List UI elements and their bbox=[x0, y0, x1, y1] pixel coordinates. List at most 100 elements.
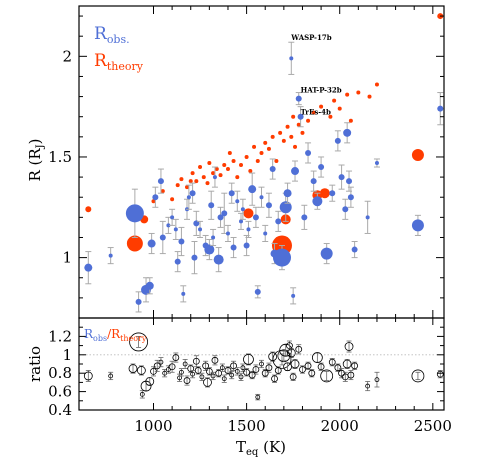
obs-point-53 bbox=[295, 92, 302, 106]
planet-annotations: WASP-17b HAT-P-32b TrEs-4b bbox=[290, 33, 341, 116]
obs-point-1 bbox=[107, 247, 114, 265]
theory-point-49 bbox=[319, 104, 324, 109]
obs-point-25 bbox=[210, 228, 217, 247]
radius-axis-ticks: 11.52 bbox=[48, 6, 444, 319]
obs-point-52 bbox=[291, 160, 300, 182]
theory-point-31 bbox=[259, 150, 264, 155]
obs-point-35 bbox=[239, 198, 246, 220]
ratio-point-1 bbox=[108, 371, 114, 381]
obs-point-29 bbox=[221, 192, 228, 234]
obs-point-28 bbox=[217, 206, 224, 228]
ratio-point-58 bbox=[299, 365, 306, 374]
ratio-point-36 bbox=[238, 372, 244, 381]
ratio-point-30 bbox=[219, 363, 225, 372]
theory-point-1 bbox=[126, 235, 143, 252]
obs-point-43 bbox=[265, 192, 272, 218]
ratio-point-29 bbox=[215, 369, 223, 378]
obs-point-51 bbox=[290, 287, 297, 305]
obs-point-24 bbox=[208, 190, 215, 220]
obs-point-47 bbox=[272, 245, 291, 271]
radius-ytick-label-0: 1 bbox=[62, 249, 72, 267]
obs-point-7 bbox=[152, 186, 159, 208]
ratio-point-26 bbox=[205, 367, 213, 376]
ratio-point-60 bbox=[308, 369, 316, 378]
ratio-point-54 bbox=[286, 347, 296, 358]
xtick-label-1: 1500 bbox=[228, 417, 266, 435]
ratio-point-23 bbox=[199, 372, 205, 381]
ratio-point-52 bbox=[283, 362, 292, 372]
obs-point-9 bbox=[159, 220, 166, 255]
obs-point-68 bbox=[351, 241, 358, 259]
ratio-point-27 bbox=[210, 371, 216, 381]
obs-point-70 bbox=[373, 158, 380, 168]
xtick-label-2: 2000 bbox=[321, 417, 359, 435]
ratio-point-70 bbox=[347, 370, 355, 381]
obs-point-14 bbox=[178, 226, 185, 257]
ratio-ytick-label-2: 0.8 bbox=[48, 364, 72, 382]
obs-point-56 bbox=[305, 142, 312, 164]
obs-point-19 bbox=[191, 241, 198, 275]
obs-point-44 bbox=[269, 158, 276, 180]
obs-point-31 bbox=[228, 182, 235, 204]
legend-robs: Robs. bbox=[94, 24, 130, 46]
ratio-point-13 bbox=[168, 360, 176, 373]
radius-ytick-label-1: 1.5 bbox=[48, 148, 72, 166]
ratio-point-57 bbox=[295, 344, 303, 355]
theory-point-17 bbox=[211, 171, 216, 176]
theory-point-59 bbox=[411, 148, 424, 161]
ratio-point-34 bbox=[230, 360, 237, 371]
ratio-panel: 0.40.60.811.2 1000 1500 2000 2500 Robs/Rtheo… bbox=[26, 317, 452, 458]
obs-point-63 bbox=[338, 164, 345, 190]
theory-point-21 bbox=[225, 167, 230, 172]
theory-point-22 bbox=[227, 150, 232, 155]
ratio-point-20 bbox=[190, 370, 196, 379]
obs-point-61 bbox=[329, 184, 336, 202]
obs-point-41 bbox=[258, 186, 265, 208]
ratio-point-9 bbox=[153, 359, 161, 372]
theory-point-50 bbox=[319, 188, 330, 199]
ratio-point-64 bbox=[328, 358, 336, 367]
theory-point-19 bbox=[218, 173, 223, 178]
ratio-point-25 bbox=[203, 377, 212, 388]
ratio-point-16 bbox=[178, 368, 184, 377]
obs-point-69 bbox=[364, 200, 371, 234]
ratio-ytick-label-4: 1.2 bbox=[48, 327, 72, 345]
obs-point-57 bbox=[310, 170, 317, 192]
obs-point-38 bbox=[248, 172, 257, 206]
theory-point-12 bbox=[194, 179, 199, 184]
theory-point-0 bbox=[85, 206, 92, 213]
radius-panel-frame bbox=[78, 5, 445, 319]
theory-point-32 bbox=[263, 140, 268, 145]
obs-point-5 bbox=[145, 277, 154, 295]
obs-point-12 bbox=[172, 218, 179, 240]
ratio-point-31 bbox=[221, 374, 227, 383]
ratio-point-32 bbox=[224, 366, 232, 375]
obs-point-0 bbox=[84, 251, 93, 285]
theory-point-58 bbox=[374, 82, 379, 87]
obs-point-20 bbox=[193, 210, 200, 236]
ratio-point-2 bbox=[128, 363, 138, 374]
obs-point-54 bbox=[297, 106, 304, 128]
obs-point-30 bbox=[224, 224, 231, 243]
obs-point-50 bbox=[288, 41, 295, 75]
theory-point-26 bbox=[244, 154, 249, 159]
obs-point-27 bbox=[213, 247, 224, 273]
obs-point-72 bbox=[437, 92, 444, 126]
obs-point-6 bbox=[147, 232, 156, 255]
obs-point-62 bbox=[334, 130, 341, 152]
theory-point-11 bbox=[190, 171, 195, 176]
theory-point-16 bbox=[207, 161, 212, 166]
obs-point-60 bbox=[320, 243, 333, 265]
ratio-point-10 bbox=[158, 357, 164, 368]
ratio-point-61 bbox=[311, 352, 323, 363]
annotation-0: WASP-17b bbox=[290, 33, 331, 42]
ratio-point-71 bbox=[351, 361, 359, 370]
ratio-data-points bbox=[83, 332, 444, 401]
theory-point-7 bbox=[175, 183, 180, 188]
obs-point-4 bbox=[141, 277, 152, 303]
xtick-label-0: 1000 bbox=[134, 417, 172, 435]
ratio-point-28 bbox=[211, 355, 219, 366]
ratio-point-69 bbox=[344, 340, 354, 353]
obs-point-36 bbox=[243, 234, 250, 257]
theory-point-13 bbox=[198, 165, 203, 170]
